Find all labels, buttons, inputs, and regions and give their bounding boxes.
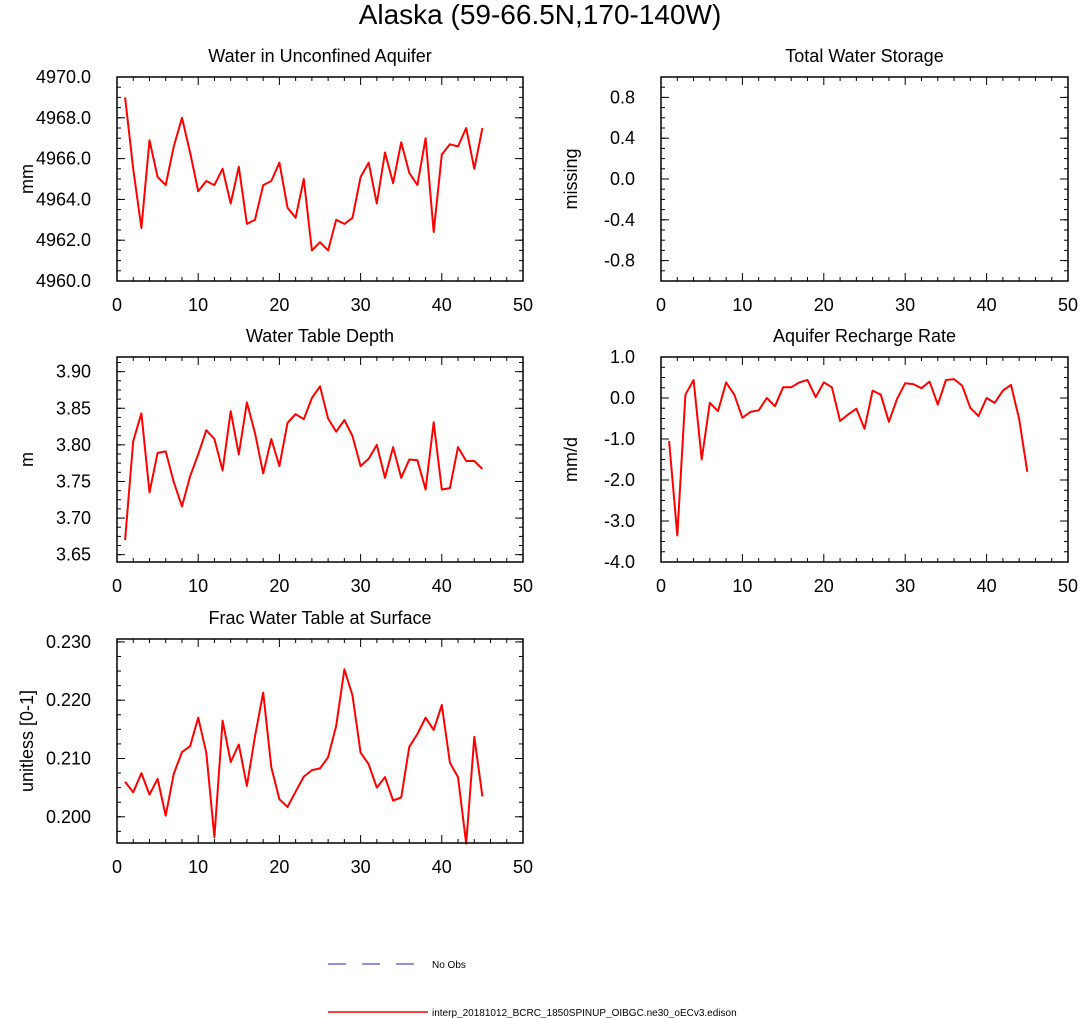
chart-panel-0: Water in Unconfined Aquifer mm 0 10 20 30 40 50… [17,46,533,315]
x-tick-label: 30 [895,295,915,315]
x-tick-label: 10 [732,576,752,596]
chart-panel-4: Frac Water Table at Surface unitless [0-1… [17,608,533,877]
chart-panel-3: Aquifer Recharge Rate mm/d 0 10 20 30 40 50 -4.0… [561,326,1078,596]
y-axis-label: mm [17,164,37,194]
x-tick-label: 30 [351,295,371,315]
y-tick-label: 3.80 [56,435,91,455]
legend-entry-no-obs: No Obs [328,960,466,971]
x-tick-label: 10 [732,295,752,315]
chart-title: Water Table Depth [246,326,394,346]
x-tick-label: 30 [351,576,371,596]
series-line [668,378,1029,537]
y-tick-label: 4960.0 [36,271,91,291]
x-tick-label: 0 [112,576,122,596]
y-axis-label: unitless [0-1] [17,690,37,792]
legend: No Obs interp_20181012_BCRC_1850SPINUP_O… [328,960,737,1018]
plot-frame [660,76,1069,282]
y-tick-label: 3.65 [56,545,91,565]
chart-panel-2: Water Table Depth m 0 10 20 30 40 50 3.65 3.70 3.7… [17,326,533,596]
x-tick-label: 50 [1058,576,1078,596]
x-tick-label: 50 [513,295,533,315]
x-tick-label: 20 [269,576,289,596]
x-tick-label: 0 [656,295,666,315]
series-line [124,97,484,252]
y-tick-label: 3.85 [56,398,91,418]
y-tick-label: 4962.0 [36,230,91,250]
legend-label-model: interp_20181012_BCRC_1850SPINUP_OIBGC.ne… [432,1008,737,1018]
y-tick-label: 3.90 [56,362,91,382]
y-tick-label: 3.75 [56,471,91,491]
x-tick-label: 10 [188,857,208,877]
chart-title: Total Water Storage [785,46,943,66]
y-tick-label: 4970.0 [36,67,91,87]
x-tick-label: 50 [513,857,533,877]
x-tick-label: 40 [977,576,997,596]
y-tick-label: 4964.0 [36,189,91,209]
chart-title: Water in Unconfined Aquifer [208,46,431,66]
y-tick-label: 3.70 [56,508,91,528]
x-tick-label: 20 [269,295,289,315]
x-tick-label: 40 [432,295,452,315]
y-tick-label: 4968.0 [36,108,91,128]
y-tick-label: 0.0 [610,169,635,189]
series-line [124,668,484,845]
panel-grid: Water in Unconfined Aquifer mm 0 10 20 30 40 50… [17,46,1078,877]
x-tick-label: 40 [432,857,452,877]
x-tick-label: 10 [188,295,208,315]
plot-frame [116,356,524,563]
y-tick-label: 0.8 [610,87,635,107]
x-tick-label: 40 [977,295,997,315]
x-tick-label: 30 [895,576,915,596]
y-tick-label: -0.4 [604,210,635,230]
figure-title: Alaska (59-66.5N,170-140W) [359,0,722,30]
chart-title: Aquifer Recharge Rate [773,326,956,346]
y-tick-label: 0.0 [610,388,635,408]
legend-entry-model: interp_20181012_BCRC_1850SPINUP_OIBGC.ne… [328,1008,737,1018]
legend-label-no-obs: No Obs [432,960,466,971]
x-tick-label: 10 [188,576,208,596]
y-tick-label: -2.0 [604,470,635,490]
x-tick-label: 0 [656,576,666,596]
x-tick-label: 20 [814,576,834,596]
y-axis-label: m [17,452,37,467]
y-axis-label: mm/d [561,437,581,482]
y-tick-label: 0.210 [46,748,91,768]
x-tick-label: 50 [1058,295,1078,315]
y-tick-label: 0.230 [46,632,91,652]
plot-frame [116,76,524,282]
x-tick-label: 20 [814,295,834,315]
y-tick-label: 1.0 [610,347,635,367]
x-tick-label: 0 [112,295,122,315]
x-tick-label: 0 [112,857,122,877]
y-tick-label: -3.0 [604,511,635,531]
y-tick-label: 4966.0 [36,149,91,169]
x-tick-label: 20 [269,857,289,877]
chart-panel-1: Total Water Storage missing 0 10 20 30 40 50 -0.… [561,46,1078,315]
series-line [124,385,484,541]
y-tick-label: 0.220 [46,690,91,710]
y-tick-label: -0.8 [604,251,635,271]
chart-title: Frac Water Table at Surface [208,608,431,628]
y-tick-label: -4.0 [604,552,635,572]
plot-frame [660,356,1069,563]
y-tick-label: 0.4 [610,128,635,148]
x-tick-label: 50 [513,576,533,596]
y-axis-label: missing [561,148,581,209]
y-tick-label: -1.0 [604,429,635,449]
y-tick-label: 0.200 [46,807,91,827]
plot-frame [116,638,524,844]
x-tick-label: 40 [432,576,452,596]
x-tick-label: 30 [351,857,371,877]
